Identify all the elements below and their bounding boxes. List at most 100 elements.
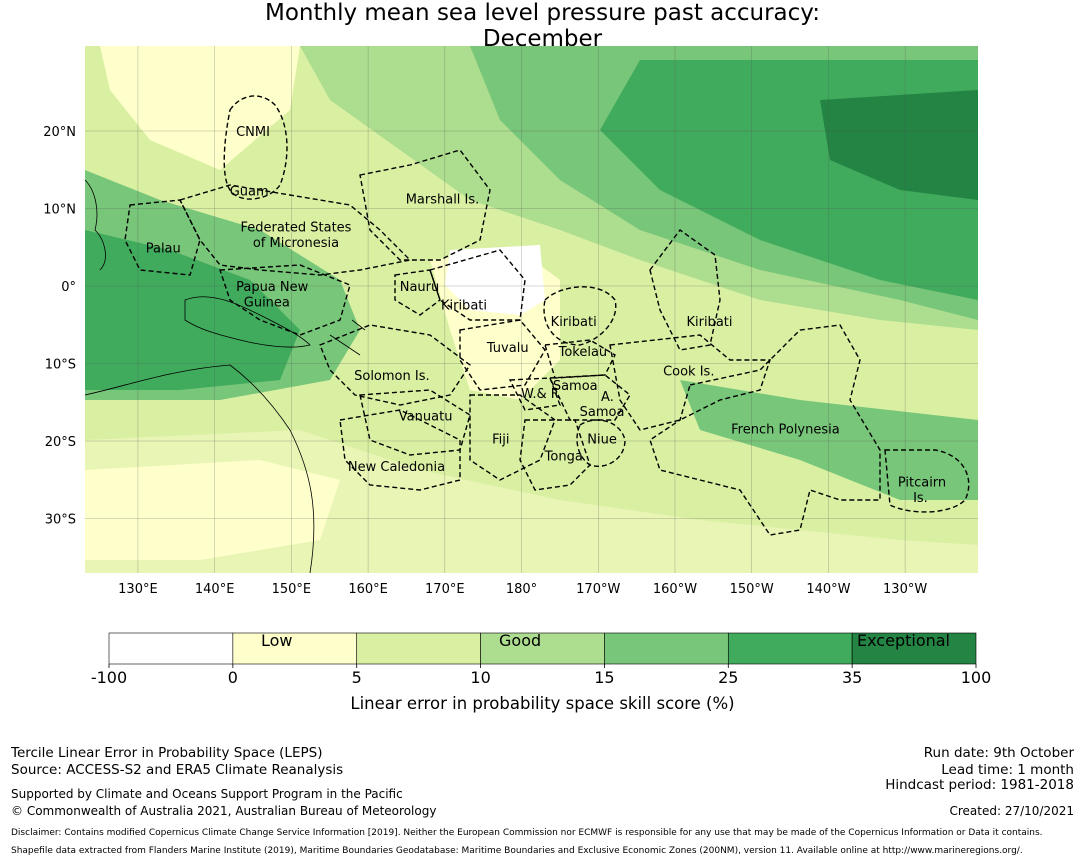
colorbar-segment xyxy=(604,632,729,665)
region-label: Fiji xyxy=(492,433,509,448)
colorbar-tick-label: 35 xyxy=(841,668,863,687)
skill-field-central-white xyxy=(445,245,545,315)
region-label: Nauru xyxy=(400,280,440,295)
region-label: Kiribati xyxy=(551,315,597,330)
region-label: Tokelau xyxy=(558,345,608,360)
title-line-1: Monthly mean sea level pressure past acc… xyxy=(265,0,820,26)
eez-cnmi-guam xyxy=(223,95,288,200)
skill-field-west-strong xyxy=(85,230,300,390)
region-label: of Micronesia xyxy=(253,236,339,251)
lon-tick-label: 150°W xyxy=(730,582,774,597)
skill-field-south-west xyxy=(85,460,340,560)
colorbar-tick-label: 25 xyxy=(718,668,739,687)
colorbar-segment xyxy=(232,632,358,665)
region-label: Guam xyxy=(230,185,269,200)
footer-leps: Tercile Linear Error in Probability Spac… xyxy=(11,745,323,761)
coast-australia xyxy=(84,364,315,574)
eez-kiribati-phoenix xyxy=(543,286,617,346)
eez-marshall xyxy=(359,149,491,261)
colorbar-label-good: Good xyxy=(499,631,542,650)
footer-created: Created: 27/10/2021 xyxy=(949,804,1074,818)
region-label: Papua New xyxy=(236,280,309,295)
colorbar-tick-label: 100 xyxy=(960,668,992,687)
lat-tick-label: 20°N xyxy=(43,125,76,140)
skill-field-exceptional xyxy=(820,90,978,200)
footer-copyright: © Commonwealth of Australia 2021, Austra… xyxy=(11,804,437,818)
region-label: Cook Is. xyxy=(663,364,714,379)
skill-field-south-east xyxy=(680,380,978,500)
region-label: Tuvalu xyxy=(486,341,529,356)
lon-tick-label: 180° xyxy=(506,582,537,597)
footer-run-date: Run date: 9th October xyxy=(923,745,1074,761)
colorbar-segment xyxy=(727,632,853,665)
colorbar-segment xyxy=(108,632,234,665)
eez-tonga xyxy=(519,419,591,491)
lon-tick-label: 150°E xyxy=(272,582,312,597)
eez-fiji xyxy=(469,394,556,481)
colorbar-tick-label: 0 xyxy=(227,668,238,687)
region-label: Vanuatu xyxy=(399,409,453,424)
eez-french-polynesia xyxy=(649,324,881,536)
eez-kiribati-line xyxy=(649,229,721,351)
region-label: New Caledonia xyxy=(348,460,445,475)
region-label: Federated States xyxy=(240,220,351,235)
lon-tick-label: 160°E xyxy=(348,582,388,597)
footer-source: Source: ACCESS-S2 and ERA5 Climate Reana… xyxy=(11,762,344,778)
region-label: Marshall Is. xyxy=(406,192,480,207)
region-label: Guinea xyxy=(244,296,290,311)
footer-lead-time: Lead time: 1 month xyxy=(941,762,1074,778)
region-label: Samoa xyxy=(580,405,625,420)
region-label: Pitcairn xyxy=(898,475,946,490)
colorbar-label-exceptional: Exceptional xyxy=(857,631,950,650)
tick-labels: 20°N 10°N 0° 10°S 20°S 30°S 130°E 140°E 150°E 160… xyxy=(43,125,927,597)
footer-shapefile: Shapefile data extracted from Flanders M… xyxy=(11,846,1023,856)
colorbar-segment xyxy=(356,632,481,665)
footer-disclaimer: Disclaimer: Contains modified Copernicus… xyxy=(11,828,1043,838)
eez-solomon xyxy=(319,324,471,406)
lon-tick-label: 130°W xyxy=(883,582,927,597)
eez-boundaries xyxy=(124,95,970,536)
lat-tick-label: 10°N xyxy=(43,203,76,218)
footer-hindcast: Hindcast period: 1981-2018 xyxy=(885,777,1074,793)
eez-cook xyxy=(609,334,771,431)
region-label: A. xyxy=(601,390,614,405)
region-label: Kiribati xyxy=(686,315,732,330)
lat-tick-label: 10°S xyxy=(45,358,76,373)
colorbar-label-low: Low xyxy=(261,631,293,650)
colorbar-tick-label: 15 xyxy=(594,668,615,687)
eez-new-caledonia xyxy=(339,409,461,491)
lat-tick-label: 0° xyxy=(61,280,76,295)
lon-tick-label: 140°W xyxy=(806,582,850,597)
region-label: Tonga xyxy=(544,450,583,465)
eez-palau xyxy=(124,199,201,276)
eez-wallis-futuna xyxy=(508,377,561,411)
skill-field-north-light xyxy=(100,46,300,170)
region-label: Niue xyxy=(587,433,617,448)
region-label: W.& F. xyxy=(521,387,560,402)
lat-tick-label: 20°S xyxy=(45,435,76,450)
graticule xyxy=(85,46,978,573)
coastlines xyxy=(84,179,366,574)
region-label: Solomon Is. xyxy=(354,369,430,384)
coast-new-guinea xyxy=(184,296,311,348)
lon-tick-label: 170°W xyxy=(576,582,620,597)
lon-tick-label: 140°E xyxy=(195,582,235,597)
colorbar-xlabel: Linear error in probability space skill … xyxy=(350,694,735,713)
eez-samoa xyxy=(548,374,631,421)
region-label: Palau xyxy=(146,241,181,256)
eez-tuvalu xyxy=(459,319,546,391)
colorbar-tick-label: 5 xyxy=(351,668,362,687)
eez-niue xyxy=(576,419,626,467)
colorbar-tick-label: 10 xyxy=(470,668,491,687)
lon-tick-label: 170°E xyxy=(425,582,465,597)
lon-tick-label: 160°W xyxy=(653,582,697,597)
eez-micronesia xyxy=(179,184,412,276)
colorbar-segment xyxy=(480,632,605,665)
eez-tokelau xyxy=(544,339,616,379)
eez-png xyxy=(219,264,351,336)
colorbar xyxy=(108,632,977,668)
region-label: French Polynesia xyxy=(731,423,840,438)
lon-tick-label: 130°E xyxy=(118,582,158,597)
